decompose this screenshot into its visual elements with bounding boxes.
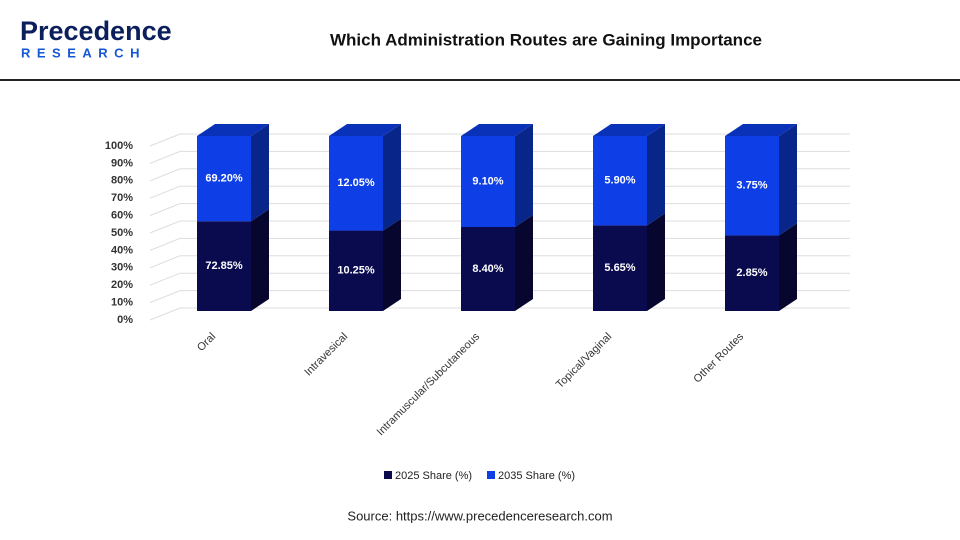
data-label: 12.05%: [337, 177, 375, 189]
legend-swatch: [487, 471, 495, 479]
data-label: 3.75%: [736, 180, 767, 192]
bar: [593, 136, 647, 226]
y-tick-label: 30%: [111, 262, 133, 274]
logo-bottom: RESEARCH: [21, 45, 146, 60]
bar: [461, 136, 515, 227]
bar: [725, 136, 779, 236]
bar-side: [515, 124, 533, 227]
data-label: 2.85%: [736, 267, 767, 279]
bar: [461, 227, 515, 311]
bar-top: [197, 124, 269, 136]
bar: [593, 225, 647, 311]
chart-title: Which Administration Routes are Gaining …: [330, 30, 762, 49]
y-tick-label: 70%: [111, 192, 133, 204]
bar-side: [779, 223, 797, 311]
y-tick-label: 40%: [111, 244, 133, 256]
y-tick-label: 90%: [111, 157, 133, 169]
bar-side: [383, 124, 401, 231]
bar-side: [251, 124, 269, 222]
bar: [725, 235, 779, 311]
legend-label: 2025 Share (%): [395, 470, 472, 482]
bar-top: [461, 124, 533, 136]
y-tick-label: 60%: [111, 210, 133, 222]
legend-label: 2035 Share (%): [498, 470, 575, 482]
bar: [329, 230, 383, 311]
y-tick-label: 80%: [111, 175, 133, 187]
bar-side: [779, 124, 797, 236]
data-label: 8.40%: [472, 263, 503, 275]
bar: [197, 136, 251, 222]
bar-top: [329, 124, 401, 136]
logo-top: Precedence: [20, 16, 172, 46]
data-label: 9.10%: [472, 175, 503, 187]
data-label: 10.25%: [337, 265, 375, 277]
y-tick-label: 0%: [117, 314, 133, 326]
source: Source: https://www.precedenceresearch.c…: [347, 508, 612, 523]
bar-top: [593, 124, 665, 136]
y-tick-label: 20%: [111, 279, 133, 291]
data-label: 5.65%: [604, 262, 635, 274]
y-tick-label: 50%: [111, 227, 133, 239]
y-tick-label: 100%: [105, 140, 133, 152]
bar: [197, 221, 251, 311]
bar-side: [647, 124, 665, 226]
bar-side: [515, 215, 533, 311]
data-label: 69.20%: [205, 173, 243, 185]
bar-side: [647, 213, 665, 311]
bar-side: [251, 209, 269, 311]
y-tick-label: 10%: [111, 297, 133, 309]
legend-swatch: [384, 471, 392, 479]
bar-top: [725, 124, 797, 136]
data-label: 72.85%: [205, 260, 243, 272]
bar-side: [383, 218, 401, 311]
data-label: 5.90%: [604, 175, 635, 187]
bar: [329, 136, 383, 231]
